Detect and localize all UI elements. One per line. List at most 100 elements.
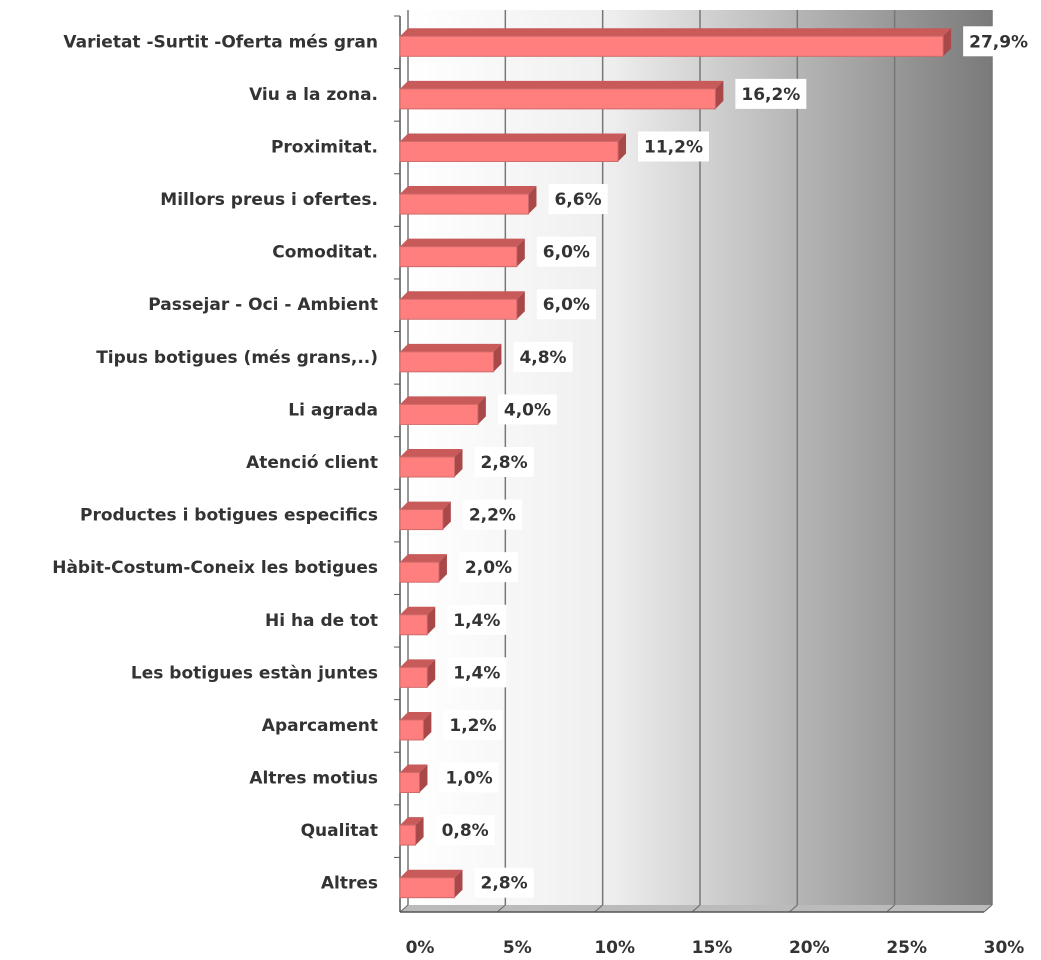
bar-side (943, 28, 952, 57)
value-label-bg (963, 26, 1035, 57)
x-tick-label: 30% (984, 938, 1025, 958)
bar-top (400, 817, 424, 826)
value-label: 2,8% (481, 453, 528, 473)
bar (399, 824, 417, 846)
value-label-bg (735, 78, 807, 109)
x-tick (594, 904, 603, 913)
bar-top (400, 80, 724, 89)
value-label: 2,0% (465, 558, 512, 578)
x-tick-label: 10% (594, 938, 635, 958)
x-tick (691, 904, 701, 913)
value-label: 6,0% (543, 243, 590, 263)
value-label-bg (497, 394, 558, 425)
x-tick (789, 904, 798, 913)
bar-side (493, 343, 502, 372)
value-label-bg (536, 289, 596, 320)
value-label: 1,2% (449, 716, 496, 736)
bar-side (528, 186, 537, 215)
bar-top (400, 291, 525, 300)
y-tick-label: Les botigues estàn juntes (131, 663, 378, 683)
bar-top (400, 449, 463, 457)
bar (399, 509, 444, 531)
bar (399, 561, 440, 583)
y-tick-label: Proximitat. (271, 137, 378, 157)
bar (399, 456, 456, 478)
x-tick-label: 20% (789, 938, 830, 958)
bar-top (400, 343, 502, 352)
bar-side (516, 291, 525, 320)
bar-side (454, 449, 463, 477)
value-label-bg (447, 604, 507, 635)
bar (399, 193, 529, 215)
bar-side (477, 396, 486, 425)
x-tick-label: 25% (886, 938, 927, 958)
bar-top (400, 764, 428, 773)
y-tick-label: Millors preus i ofertes. (160, 190, 378, 210)
value-label: 1,4% (453, 611, 500, 631)
value-label-bg (435, 815, 495, 846)
bar-side (438, 554, 447, 583)
y-tick-label: Atenció client (246, 453, 378, 473)
bar-side (415, 817, 424, 846)
bar-top (400, 186, 537, 195)
bar (399, 877, 456, 899)
value-label-bg (462, 499, 522, 530)
x-tick-label: 0% (406, 938, 435, 958)
value-label-bg (447, 657, 507, 688)
bar-side (715, 80, 724, 109)
value-label: 11,2% (644, 137, 703, 157)
value-label-bg (474, 867, 534, 898)
bar-top (400, 606, 436, 615)
value-label-bg (638, 131, 710, 162)
bar-top (400, 28, 952, 37)
bar-top (400, 396, 486, 405)
y-tick-label: Comoditat. (272, 243, 378, 263)
x-tick-label: 5% (503, 938, 532, 958)
x-tick-label: 15% (692, 938, 733, 958)
y-tick-label: Altres motius (249, 769, 378, 789)
bar (399, 351, 494, 373)
bar-top (400, 238, 525, 247)
bar (399, 772, 420, 794)
value-label: 6,0% (543, 295, 590, 315)
y-tick-label: Aparcament (262, 716, 378, 736)
value-label: 4,8% (519, 348, 566, 368)
value-label: 27,9% (969, 32, 1028, 52)
y-tick-label: Passejar - Oci - Ambient (148, 295, 378, 315)
y-tick-label: Viu a la zona. (249, 85, 378, 105)
bar (399, 403, 479, 425)
y-tick-label: Productes i botigues especifics (80, 506, 378, 526)
x-tick (399, 904, 409, 913)
y-tick-label: Tipus botigues (més grans,..) (96, 348, 378, 368)
value-label-bg (536, 236, 596, 267)
value-label-bg (548, 184, 608, 215)
bar-side (427, 659, 436, 688)
x-tick (983, 904, 993, 913)
bar (399, 140, 619, 162)
y-tick-label: Hàbit-Costum-Coneix les botigues (52, 558, 378, 578)
bar-top (400, 869, 463, 878)
value-label-bg (474, 447, 534, 477)
bar-top (400, 554, 447, 563)
bar-side (419, 764, 428, 793)
x-tick (497, 904, 506, 913)
bar-top (400, 659, 436, 668)
bar (399, 35, 944, 57)
y-tick-label: Altres (321, 874, 378, 894)
value-label-bg (458, 552, 519, 583)
bar-side (442, 501, 451, 530)
bar-side (516, 238, 525, 267)
value-label: 2,2% (469, 506, 516, 526)
value-label: 0,8% (442, 821, 489, 841)
value-label: 6,6% (554, 190, 601, 210)
bar (399, 298, 518, 320)
value-label: 1,0% (445, 769, 492, 789)
bar-side (454, 869, 463, 898)
value-label: 1,4% (453, 663, 500, 683)
bar (399, 614, 428, 636)
bar-top (400, 711, 432, 720)
x-tick (886, 904, 895, 913)
bar-side (427, 606, 436, 635)
value-label: 2,8% (481, 874, 528, 894)
